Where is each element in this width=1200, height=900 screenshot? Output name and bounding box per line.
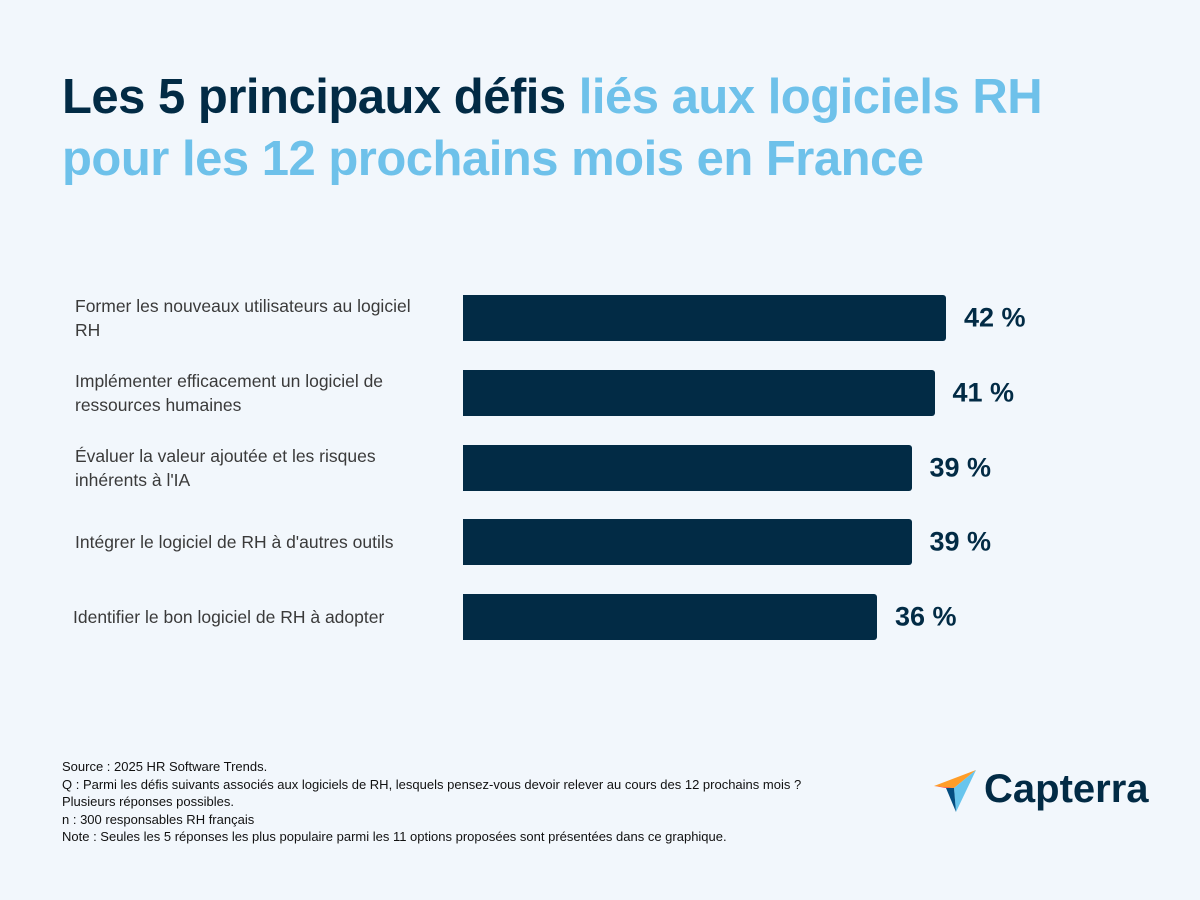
bar: [463, 594, 877, 641]
notes: Source : 2025 HR Software Trends. Q : Par…: [62, 758, 801, 846]
category-label: Évaluer la valeur ajoutée et les risques…: [75, 445, 376, 490]
note-line: n : 300 responsables RH français: [62, 811, 255, 827]
note-line: Source : 2025 HR Software Trends.: [62, 759, 268, 774]
logo-text: Capterra: [984, 766, 1149, 811]
category-label: Identifier le bon logiciel de RH à adopt…: [73, 607, 385, 628]
note-line: Plusieurs réponses possibles.: [62, 794, 234, 809]
value-label: 41 %: [952, 377, 1015, 408]
logo: Capterra: [932, 766, 1149, 812]
value-label: 39 %: [929, 452, 992, 483]
category-label: Implémenter efficacement un logiciel de …: [75, 370, 384, 415]
bar: [463, 295, 946, 341]
value-label: 36 %: [895, 601, 957, 632]
bar: [463, 519, 912, 566]
value-label: 42 %: [964, 302, 1026, 333]
bar: [463, 369, 935, 416]
note-line: Note : Seules les 5 réponses les plus po…: [62, 829, 727, 844]
title-part: liés aux logiciels RH pour les 12 procha…: [62, 70, 1043, 186]
bar: [463, 444, 912, 491]
category-label: Intégrer le logiciel de RH à d'autres ou…: [75, 532, 394, 553]
title-part: Les 5 principaux défis: [62, 70, 566, 124]
logo-icon: [934, 770, 976, 812]
chart-title: Les 5 principaux défis liés aux logiciel…: [62, 66, 1152, 190]
note-line: Q : Parmi les défis suivants associés au…: [62, 776, 802, 792]
category-label: Former les nouveaux utilisateurs au logi…: [75, 296, 411, 340]
value-label: 39 %: [929, 526, 992, 557]
